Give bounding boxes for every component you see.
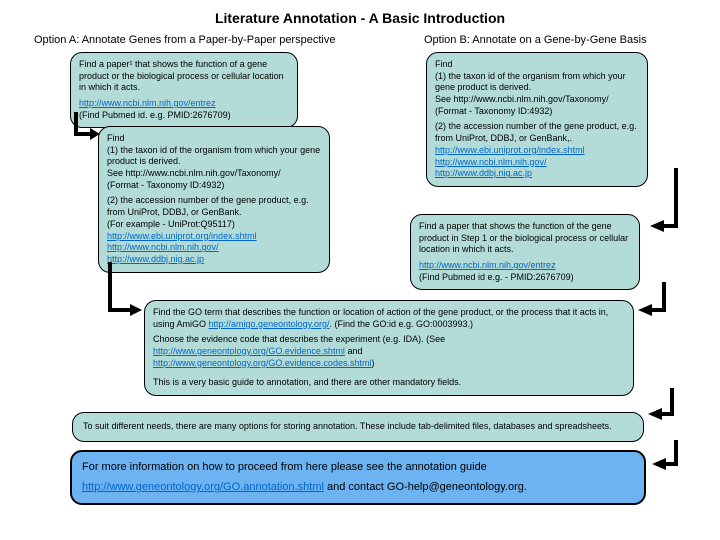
optB-box1-link1[interactable]: http://www.ebi.uniprot.org/index.shtml xyxy=(435,145,585,155)
option-a-heading: Option A: Annotate Genes from a Paper-by… xyxy=(34,34,335,46)
storage-box: To suit different needs, there are many … xyxy=(72,412,644,442)
arrow-b2-mid xyxy=(636,282,676,322)
optB-box2-p1: Find a paper that shows the function of … xyxy=(419,221,631,256)
middle-link2[interactable]: http://www.geneontology.org/GO.evidence.… xyxy=(153,346,345,356)
middle-p1b: . (Find the GO:id e.g. GO:0003993.) xyxy=(329,319,473,329)
optB-box1-p2a: (2) the accession number of the gene pro… xyxy=(435,121,639,144)
optB-box2: Find a paper that shows the function of … xyxy=(410,214,640,290)
middle-p2a: Choose the evidence code that describes … xyxy=(153,334,445,344)
option-b-heading: Option B: Annotate on a Gene-by-Gene Bas… xyxy=(424,34,647,46)
middle-p2b: and xyxy=(345,346,363,356)
optB-box1-link2[interactable]: http://www.ncbi.nlm.nih.gov/ xyxy=(435,157,547,167)
page-title: Literature Annotation - A Basic Introduc… xyxy=(0,0,720,26)
optA-box1-line2: (Find Pubmed id. e.g. PMID:2676709) xyxy=(79,110,289,122)
optB-box1-link3[interactable]: http://www.ddbj.nig.ac.jp xyxy=(435,168,532,178)
storage-text: To suit different needs, there are many … xyxy=(83,421,612,431)
optA-box2-p1b: See http://www.ncbi.nlm.nih.gov/Taxonomy… xyxy=(107,168,321,180)
middle-box: Find the GO term that describes the func… xyxy=(144,300,634,396)
arrow-a1-a2 xyxy=(70,112,100,148)
optA-box2-head: Find xyxy=(107,133,321,145)
optA-box2-p1a: (1) the taxon id of the organism from wh… xyxy=(107,145,321,168)
optA-box2-link2[interactable]: http://www.ncbi.nlm.nih.gov/ xyxy=(107,242,219,252)
optA-box2-p2a: (2) the accession number of the gene pro… xyxy=(107,195,321,218)
arrow-mid-storage xyxy=(648,388,684,428)
optB-box1-p1a: (1) the taxon id of the organism from wh… xyxy=(435,71,639,94)
footer-p2: and contact GO-help@geneontology.org. xyxy=(324,481,527,493)
arrow-a2-mid xyxy=(104,262,144,322)
middle-link3[interactable]: http://www.geneontology.org/GO.evidence.… xyxy=(153,358,371,368)
footer-box: For more information on how to proceed f… xyxy=(70,450,646,505)
arrow-storage-footer xyxy=(652,440,688,478)
optB-box1-p1c: (Format - Taxonomy ID:4932) xyxy=(435,106,639,118)
optB-box1-head: Find xyxy=(435,59,639,71)
optB-box2-p2: (Find Pubmed id e.g. - PMID:2676709) xyxy=(419,272,631,284)
optA-box1-line1: Find a paper¹ that shows the function of… xyxy=(79,59,289,94)
optA-box2: Find (1) the taxon id of the organism fr… xyxy=(98,126,330,273)
optB-box2-link[interactable]: http://www.ncbi.nlm.nih.gov/entrez xyxy=(419,260,556,270)
optB-box1: Find (1) the taxon id of the organism fr… xyxy=(426,52,648,187)
middle-p3: This is a very basic guide to annotation… xyxy=(153,377,625,389)
optB-box1-p1b: See http://www.ncbi.nlm.nih.gov/Taxonomy… xyxy=(435,94,639,106)
optA-box2-p1c: (Format - Taxonomy ID:4932) xyxy=(107,180,321,192)
optA-box2-p2b: (For example - UniProt:Q95117) xyxy=(107,219,321,231)
middle-link1[interactable]: http://amigo.geneontology.org/ xyxy=(209,319,330,329)
footer-link[interactable]: http://www.geneontology.org/GO.annotatio… xyxy=(82,481,324,493)
optA-box1: Find a paper¹ that shows the function of… xyxy=(70,52,298,128)
optA-box1-link[interactable]: http://www.ncbi.nlm.nih.gov/entrez xyxy=(79,98,216,108)
optA-box2-link1[interactable]: http://www.ebi.uniprot.org/index.shtml xyxy=(107,231,257,241)
arrow-b1-b2 xyxy=(648,168,688,238)
middle-p2c: ) xyxy=(371,358,374,368)
footer-p1: For more information on how to proceed f… xyxy=(82,460,634,474)
